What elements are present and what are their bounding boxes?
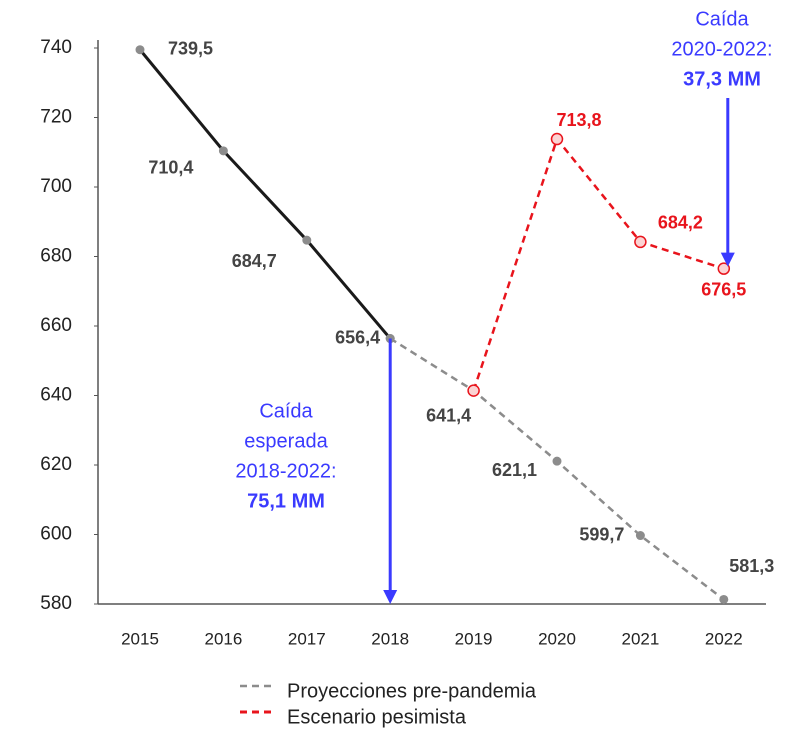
- point: [719, 594, 729, 604]
- x-tick-label: 2022: [705, 629, 743, 648]
- point: [552, 456, 562, 466]
- y-tick-label: 720: [40, 107, 72, 128]
- x-tick-label: 2021: [621, 629, 659, 648]
- annotation-text: 2020-2022:: [671, 38, 772, 60]
- data-label: 676,5: [701, 279, 746, 299]
- x-tick-label: 2015: [121, 629, 159, 648]
- point: [135, 45, 145, 55]
- point: [218, 146, 228, 156]
- annotation-text: 2018-2022:: [235, 460, 336, 482]
- legend-label: Proyecciones pre-pandemia: [287, 680, 537, 702]
- series-line: [138, 48, 392, 340]
- data-label: 641,4: [426, 405, 471, 425]
- data-label: 739,5: [168, 38, 213, 58]
- data-label: 684,2: [658, 213, 703, 233]
- y-tick-label: 640: [40, 385, 72, 406]
- annotation-text: esperada: [244, 430, 328, 452]
- x-tick-label: 2020: [538, 629, 576, 648]
- x-tick-label: 2016: [204, 629, 242, 648]
- data-label: 656,4: [335, 327, 380, 347]
- data-label: 621,1: [492, 460, 537, 480]
- data-label: 713,8: [556, 110, 601, 130]
- arrow-head: [720, 252, 735, 267]
- annotation-value: 75,1 MM: [247, 490, 325, 512]
- data-label: 599,7: [579, 524, 624, 544]
- y-tick-label: 740: [40, 37, 72, 58]
- point: [467, 384, 480, 397]
- point: [717, 262, 731, 275]
- y-tick-label: 660: [40, 315, 72, 336]
- arrow-head: [383, 590, 398, 604]
- point: [635, 531, 645, 541]
- data-label: 581,3: [729, 556, 774, 576]
- series-line: [389, 337, 725, 601]
- y-tick-label: 580: [40, 593, 72, 614]
- point: [302, 235, 312, 245]
- annotation-text: Caída: [259, 400, 313, 422]
- data-label: 684,7: [232, 251, 277, 271]
- x-tick-label: 2019: [455, 629, 493, 648]
- data-label: 710,4: [148, 158, 193, 178]
- y-tick-label: 700: [40, 176, 72, 197]
- y-tick-label: 680: [40, 246, 72, 267]
- legend-label: Escenario pesimista: [287, 706, 467, 728]
- point: [634, 235, 647, 249]
- annotation-value: 37,3 MM: [683, 68, 761, 90]
- series-line: [472, 136, 725, 392]
- annotation-text: Caída: [695, 8, 749, 30]
- y-tick-label: 600: [40, 524, 72, 545]
- y-tick-label: 620: [40, 454, 72, 475]
- point: [550, 132, 564, 146]
- x-tick-label: 2017: [288, 629, 326, 648]
- x-tick-label: 2018: [371, 629, 409, 648]
